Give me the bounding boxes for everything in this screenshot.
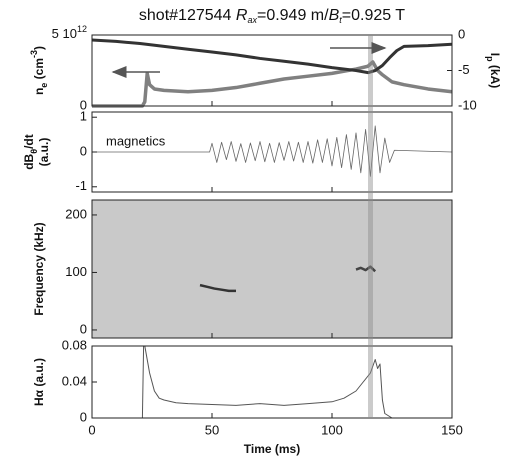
y-tick-label: 200 xyxy=(65,206,87,221)
y-tick-label: 0 xyxy=(80,97,87,112)
mode-trace xyxy=(355,265,377,273)
tick-text: 5 10 xyxy=(52,26,77,41)
text-part: t xyxy=(339,15,342,25)
panel-frame xyxy=(91,199,453,339)
x-tick-label: 100 xyxy=(321,422,343,437)
text-part: p xyxy=(485,56,495,62)
text-part: ax xyxy=(247,15,257,25)
x-tick-label: 150 xyxy=(441,422,463,437)
tick-exponent: 12 xyxy=(77,24,87,34)
text-part: e xyxy=(39,83,49,88)
line xyxy=(92,125,453,177)
text-part: Hα (a.u.) xyxy=(32,358,46,406)
text-part: B xyxy=(329,7,340,24)
line xyxy=(92,60,453,108)
y-axis-label: (a.u.) xyxy=(37,138,51,167)
y-tick-label: 0.08 xyxy=(62,337,87,352)
y-tick-label: 0.04 xyxy=(62,373,87,388)
y-tick-label: 100 xyxy=(65,264,87,279)
text-part: n xyxy=(32,88,46,95)
y-tick-label: -1 xyxy=(75,178,87,193)
text-part: shot#127544 xyxy=(139,7,236,24)
y-axis-label: Frequency (kHz) xyxy=(32,222,46,315)
line xyxy=(91,38,453,75)
text-part: (a.u.) xyxy=(37,138,51,167)
x-axis-label: Time (ms) xyxy=(244,442,300,456)
y-tick-label: 1 xyxy=(80,109,87,124)
text-part: R xyxy=(236,7,248,24)
y-tick-label: 0 xyxy=(80,143,87,158)
y2-axis-label: Ip (kA) xyxy=(485,53,502,89)
line xyxy=(92,345,452,419)
text-part: θ xyxy=(29,149,39,154)
text-part: (kA) xyxy=(488,62,502,89)
y-tick-label: 0 xyxy=(80,409,87,424)
y-tick-label: 0 xyxy=(80,321,87,336)
mode-trace xyxy=(199,283,236,293)
text-part: dB xyxy=(22,153,36,169)
text-part: (cm xyxy=(32,58,46,83)
chart-title: shot#127544 Rax=0.949 m/Bt=0.925 T xyxy=(139,7,405,25)
y-axis-label: Hα (a.u.) xyxy=(32,358,46,406)
spectrogram-background xyxy=(92,200,452,338)
annotation: magnetics xyxy=(106,133,166,148)
text-part: =0.925 T xyxy=(342,7,406,24)
y-axis-label: dBθ/dt xyxy=(22,134,39,170)
text-part: =0.949 m/ xyxy=(257,7,329,24)
text-part: /dt xyxy=(22,134,36,149)
x-tick-label: 50 xyxy=(205,422,219,437)
y2-tick-label: 0 xyxy=(458,26,465,41)
panel-frame xyxy=(91,345,453,419)
text-part: I xyxy=(488,53,502,56)
text-part: ) xyxy=(32,46,46,50)
y-axis-label: ne (cm-3) xyxy=(29,46,49,95)
time-marker-band xyxy=(368,35,373,418)
text-part: Frequency (kHz) xyxy=(32,222,46,315)
y2-tick-label: -5 xyxy=(458,62,470,77)
y2-tick-label: -10 xyxy=(458,97,477,112)
text-part: -3 xyxy=(29,50,39,58)
y-tick-label: 5 1012 xyxy=(52,24,87,41)
x-tick-label: 0 xyxy=(88,422,95,437)
